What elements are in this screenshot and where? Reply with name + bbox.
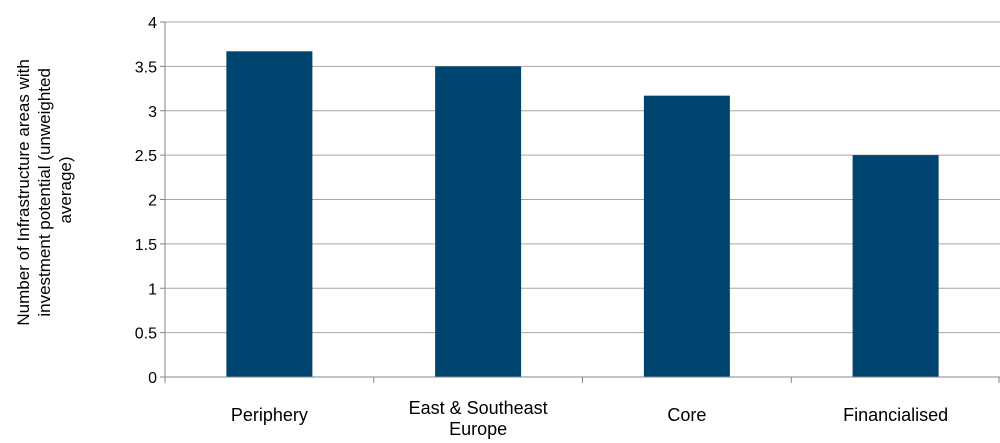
y-tick-labels: 0 0.5 1 1.5 2 2.5 3 3.5 4 [135,15,157,387]
y-tick-label: 1.5 [135,237,157,254]
y-tick-label: 3 [148,104,157,121]
y-axis-label-line: average) [56,156,75,223]
x-tick-label: East & Southeast Europe [409,398,548,439]
y-axis-label-line: investment potential (unweighted [35,68,54,317]
y-tick-label: 4 [148,15,157,32]
y-tick-label: 2 [148,193,157,210]
bar [643,95,730,377]
y-axis-label: Number of Infrastructure areas with inve… [14,54,75,325]
x-tick-label: Financialised [843,405,948,425]
y-tick-label: 0.5 [135,326,157,343]
y-tick-label: 1 [148,281,157,298]
y-tick-label: 0 [148,370,157,387]
y-tick-label: 2.5 [135,148,157,165]
x-tick-label: Core [667,405,706,425]
bar [435,66,522,377]
bars [226,51,939,377]
bar [852,155,939,377]
y-axis-label-line: Number of Infrastructure areas with [14,59,33,325]
x-tick-label: Periphery [231,405,308,425]
y-tick-label: 3.5 [135,59,157,76]
bar [226,51,313,377]
x-tick-labels: Periphery East & Southeast Europe Core Finan… [231,398,948,439]
axes [160,21,1000,383]
